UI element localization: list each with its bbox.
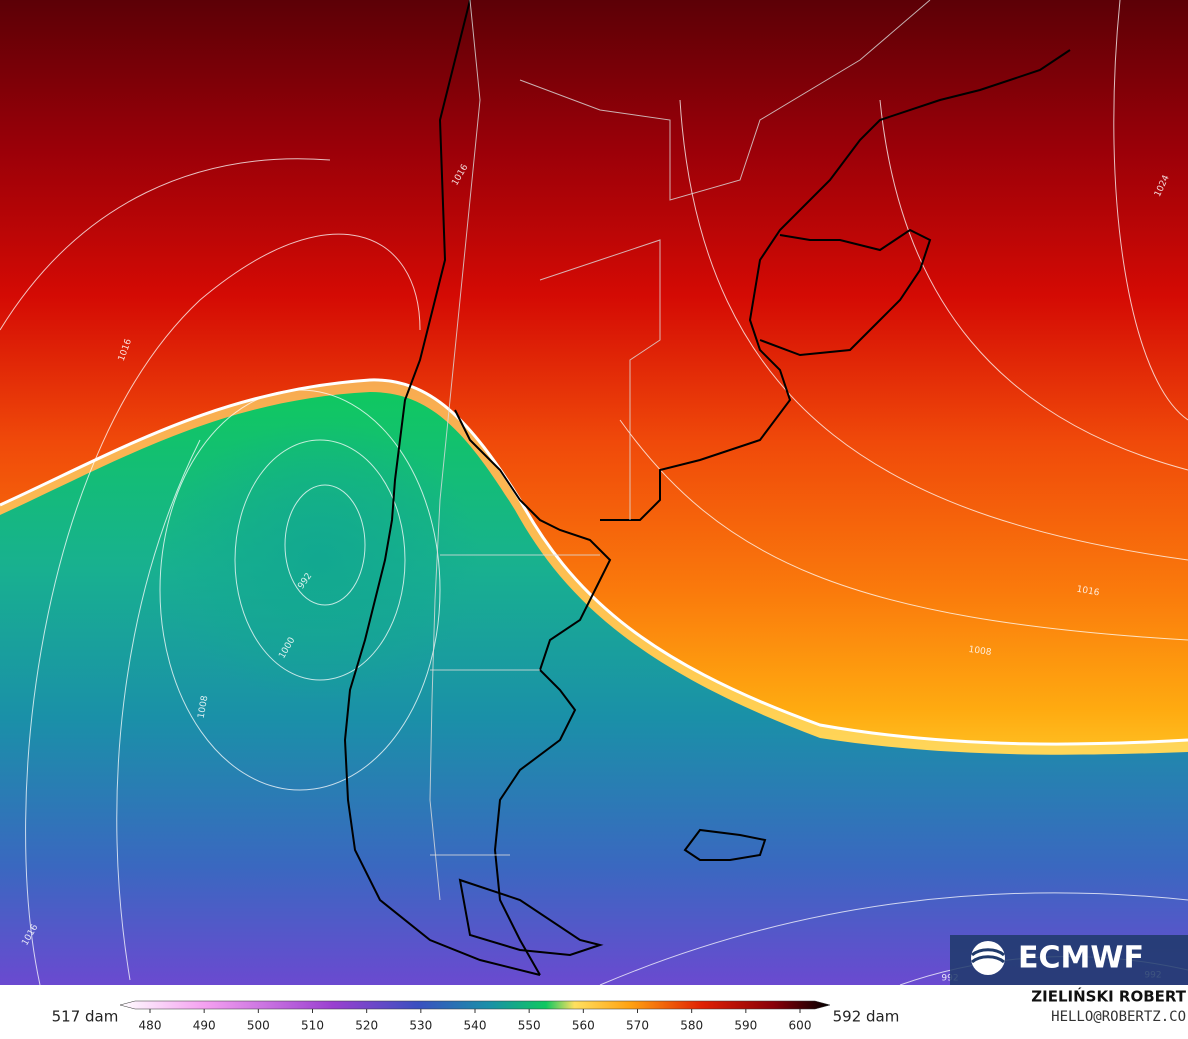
borders (429, 0, 931, 901)
colorbar-tick-label: 580 (680, 1019, 703, 1033)
logo-text: ECMWF (1018, 941, 1144, 976)
colorbar-tick-label: 500 (247, 1019, 270, 1033)
colorbar-tick-label: 480 (139, 1019, 162, 1033)
low-pressure (160, 420, 480, 700)
colorbar-scale (119, 1000, 831, 1010)
colorbar-tick-label: 490 (193, 1019, 216, 1033)
colorbar-tick-label: 510 (301, 1019, 324, 1033)
logo: ECMWF (950, 935, 1188, 985)
colorbar-tick-label: 540 (464, 1019, 487, 1033)
colorbar: 517 dam 592 dam 480 490 500 510 520 530 540 550… (52, 1000, 900, 1033)
map (0, 0, 1188, 986)
contact: HELLO@ROBERTZ.CO (1051, 1009, 1186, 1025)
colorbar-max-label: 592 dam (833, 1008, 900, 1026)
isobars (0, 0, 1188, 985)
colorbar-tick-label: 520 (355, 1019, 378, 1033)
contour-label: 1008 (197, 695, 211, 720)
contour-label: 1008 (968, 645, 992, 658)
colorbar-tick-label: 570 (626, 1019, 649, 1033)
colorbar-tick-label: 590 (734, 1019, 757, 1033)
author: ZIELIŃSKI ROBERT (1031, 987, 1186, 1006)
coastline (343, 0, 1071, 976)
colorbar-tick-label: 550 (518, 1019, 541, 1033)
colorbar-min-label: 517 dam (52, 1008, 119, 1026)
colorbar-tick-label: 530 (409, 1019, 432, 1033)
contour-552 (0, 378, 1188, 746)
contour-label: 1016 (1076, 585, 1101, 599)
colorbar-tick-label: 600 (789, 1019, 812, 1033)
colorbar-tick-label: 560 (572, 1019, 595, 1033)
